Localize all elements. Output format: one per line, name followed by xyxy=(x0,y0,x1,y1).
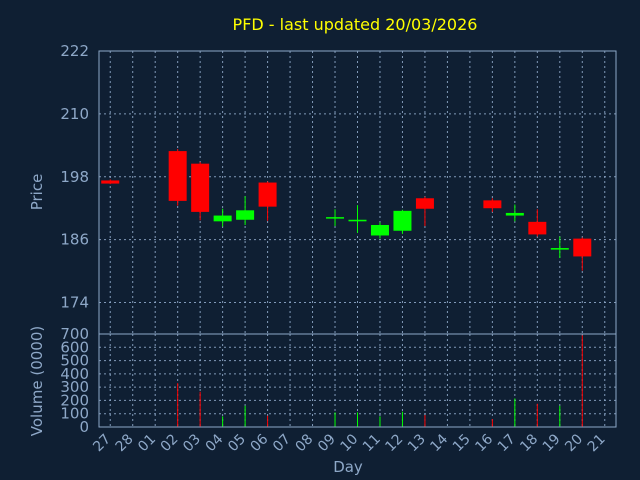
x-tick-label: 17 xyxy=(495,431,519,455)
x-tick-label: 11 xyxy=(360,431,384,455)
price-y-ticks: 222 210 198 186 174 xyxy=(60,42,89,312)
x-tick-label: 28 xyxy=(113,431,137,455)
candle-body xyxy=(326,217,345,219)
volume-panel-frame xyxy=(98,333,617,428)
x-tick-label: 06 xyxy=(248,431,272,455)
candle-body xyxy=(483,200,502,209)
x-tick-label: 04 xyxy=(203,431,227,455)
price-y-tick-label: 210 xyxy=(60,105,89,123)
candle-body xyxy=(505,212,524,216)
candle-body xyxy=(550,248,569,250)
x-tick-label: 18 xyxy=(517,431,541,455)
candle-body xyxy=(370,224,389,236)
candle-body xyxy=(168,151,187,201)
price-axis-label: Price xyxy=(28,174,46,211)
x-tick-label: 10 xyxy=(337,431,361,455)
x-tick-label: 27 xyxy=(90,431,114,455)
x-tick-label: 21 xyxy=(585,431,609,455)
x-tick-label: 02 xyxy=(158,431,182,455)
candle-body xyxy=(101,180,120,184)
x-tick-label: 09 xyxy=(315,431,339,455)
x-ticks: 2728010203040506070809101112131415161718… xyxy=(90,431,608,455)
volume-y-tick-label: 400 xyxy=(60,365,89,383)
volume-y-tick-label: 500 xyxy=(60,352,89,370)
candles xyxy=(101,149,592,271)
volume-bars xyxy=(177,335,583,427)
x-tick-label: 05 xyxy=(225,431,249,455)
candle-body xyxy=(415,198,434,209)
price-y-tick-label: 222 xyxy=(60,42,89,60)
price-y-tick-label: 186 xyxy=(60,231,89,249)
candle-body xyxy=(236,210,255,220)
x-axis-label: Day xyxy=(333,458,363,476)
x-tick-label: 01 xyxy=(135,431,159,455)
price-y-tick-label: 174 xyxy=(60,294,89,312)
volume-axis-label: Volume (0000) xyxy=(28,326,46,436)
candle-body xyxy=(258,182,277,207)
candle-body xyxy=(348,219,367,222)
volume-y-tick-label: 300 xyxy=(60,378,89,396)
x-tick-label: 16 xyxy=(472,431,496,455)
price-grid xyxy=(99,50,616,334)
volume-y-tick-label: 200 xyxy=(60,391,89,409)
x-tick-label: 08 xyxy=(293,431,317,455)
volume-y-tick-label: 0 xyxy=(79,418,89,436)
x-tick-label: 07 xyxy=(270,431,294,455)
x-tick-label: 12 xyxy=(382,431,406,455)
price-y-tick-label: 198 xyxy=(60,168,89,186)
x-tick-label: 19 xyxy=(540,431,564,455)
candle-body xyxy=(213,215,232,222)
volume-y-tick-label: 700 xyxy=(60,325,89,343)
volume-y-tick-label: 100 xyxy=(60,405,89,423)
candle-body xyxy=(573,238,592,257)
candle-body xyxy=(528,221,547,235)
x-tick-label: 14 xyxy=(427,431,451,455)
candle-body xyxy=(191,163,210,212)
volume-y-tick-label: 600 xyxy=(60,338,89,356)
x-tick-label: 13 xyxy=(405,431,429,455)
candle-body xyxy=(393,210,412,231)
x-tick-label: 15 xyxy=(450,431,474,455)
chart-title: PFD - last updated 20/03/2026 xyxy=(233,15,478,34)
x-tick-label: 03 xyxy=(180,431,204,455)
x-tick-label: 20 xyxy=(562,431,586,455)
